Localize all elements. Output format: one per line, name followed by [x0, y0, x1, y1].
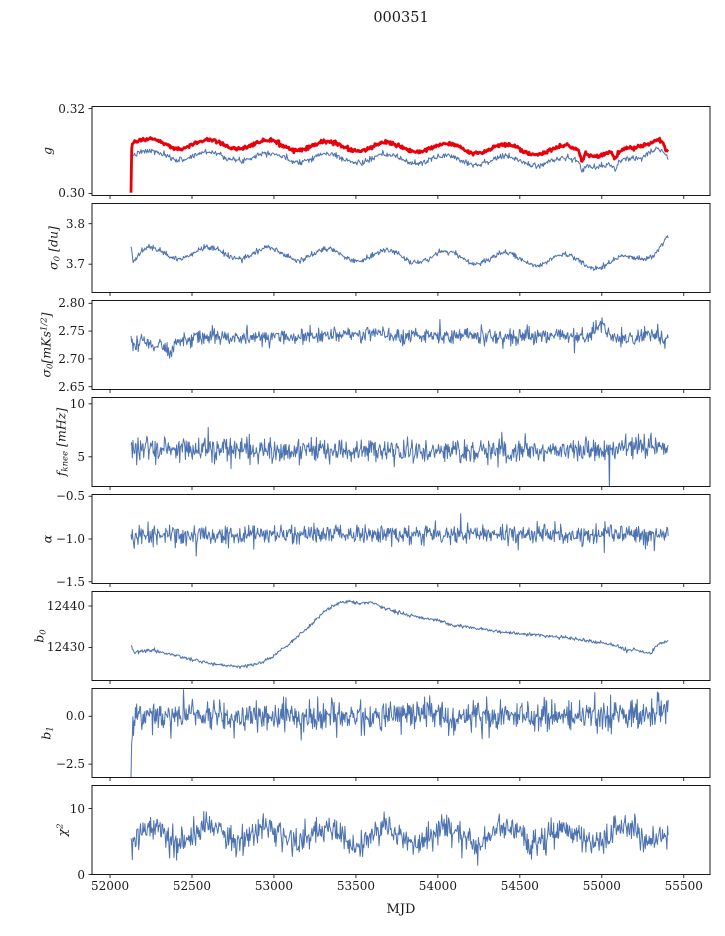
series-chi2: [130, 810, 669, 866]
y-tick-label: −1.5: [55, 574, 85, 589]
y-axis-label-b0: b0: [31, 629, 49, 643]
y-tick-label: −0.5: [55, 489, 85, 504]
figure-title: 000351: [373, 10, 429, 26]
y-tick-label: 0.0: [65, 709, 85, 724]
y-tick-label: 2.70: [58, 351, 85, 366]
ylabel-script: 0: [38, 629, 49, 635]
axes-frame: [91, 106, 711, 196]
ylabel-script: 1/2: [39, 317, 50, 332]
ylabel-script: 2: [55, 823, 66, 829]
y-tick-label: 3.7: [65, 257, 85, 272]
ylabel-script: 1: [45, 726, 56, 732]
series-b1: [130, 689, 669, 778]
y-tick-label: 3.8: [65, 216, 85, 231]
y-tick-label: 12430: [46, 640, 85, 655]
axes-frame: [91, 591, 711, 681]
y-axis-label-alpha: α: [39, 534, 55, 544]
subplot-fknee-canvas: [88, 397, 711, 490]
series-g-thin: [130, 146, 669, 177]
x-tick-label: 55500: [664, 879, 703, 893]
x-tick-label: 54000: [418, 879, 457, 893]
series-sigma0-mks: [130, 317, 669, 359]
subplot-sigma0-mks-canvas: [88, 300, 711, 393]
y-axis-label-b1: b1: [38, 726, 56, 740]
subplot-b0-canvas: [88, 591, 711, 684]
y-tick-label: −2.5: [55, 757, 85, 772]
subplot-alpha: −0.5 −1.0 −1.5 α: [0, 489, 725, 591]
y-tick-label: −1.0: [55, 532, 85, 546]
series-alpha: [130, 513, 669, 557]
y-tick-label: 2.65: [58, 379, 85, 394]
axes-frame: [91, 397, 711, 487]
axes-frame: [91, 494, 711, 584]
x-tick-label: 54500: [500, 879, 539, 893]
axes-frame: [91, 203, 711, 293]
axes-frame: [91, 785, 711, 875]
y-tick-label: 0.32: [58, 101, 85, 116]
series-b0: [130, 599, 669, 669]
series-fknee: [130, 426, 669, 487]
subplot-alpha-canvas: [88, 494, 711, 587]
x-tick-label: 53500: [336, 879, 375, 893]
subplot-b1: 0.0 −2.5 b1: [0, 688, 725, 785]
subplot-sigma0-mks: 2.65 2.70 2.75 2.80 σ0[mKs1/2]: [0, 296, 725, 397]
ylabel-script: 0: [52, 255, 63, 262]
y-axis-label-sigma0-du: σ0 [du]: [45, 226, 63, 270]
subplot-sigma0-du-canvas: [88, 203, 711, 296]
subplot-b1-canvas: [88, 688, 711, 781]
subplot-chi2: 0 10 χ2: [0, 785, 725, 882]
y-tick-label: 2.75: [58, 324, 85, 339]
x-tick-label: 53000: [254, 879, 294, 893]
series-g-thick: [129, 136, 670, 193]
y-tick-label: 5: [77, 449, 85, 464]
subplot-sigma0-du: 3.7 3.8 σ0 [du]: [0, 203, 725, 300]
y-tick-label: 12440: [46, 598, 85, 613]
y-axis-label-sigma0-mks: σ0[mKs1/2]: [38, 312, 56, 378]
y-tick-label: 10: [69, 801, 85, 816]
x-tick-label: 55000: [582, 879, 621, 893]
y-tick-label: 10: [69, 396, 85, 411]
subplot-chi2-canvas: [88, 785, 711, 878]
x-tick-label: 52500: [172, 879, 212, 893]
axes-frame: [91, 688, 711, 778]
y-tick-label: 0.30: [58, 186, 85, 201]
ylabel-script: 0: [45, 363, 56, 369]
axes-frame: [91, 300, 711, 390]
ylabel-script: knee: [60, 450, 71, 472]
subplot-g: 0.30 0.32 g: [0, 102, 725, 203]
subplot-b0: 12430 12440 b0: [0, 591, 725, 688]
subplot-g-canvas: [88, 106, 711, 199]
subplot-fknee: 5 10 fknee [mHz]: [0, 397, 725, 494]
y-tick-label: 0: [77, 867, 85, 882]
series-sigma0-du: [130, 235, 669, 272]
y-axis-label-fknee: fknee [mHz]: [53, 407, 71, 477]
y-tick-label: 2.80: [58, 296, 85, 311]
x-axis-label: MJD: [386, 902, 416, 917]
y-axis-label-chi2: χ2: [54, 823, 70, 837]
x-tick-label: 52000: [90, 879, 130, 893]
y-axis-label-g: g: [39, 146, 55, 156]
